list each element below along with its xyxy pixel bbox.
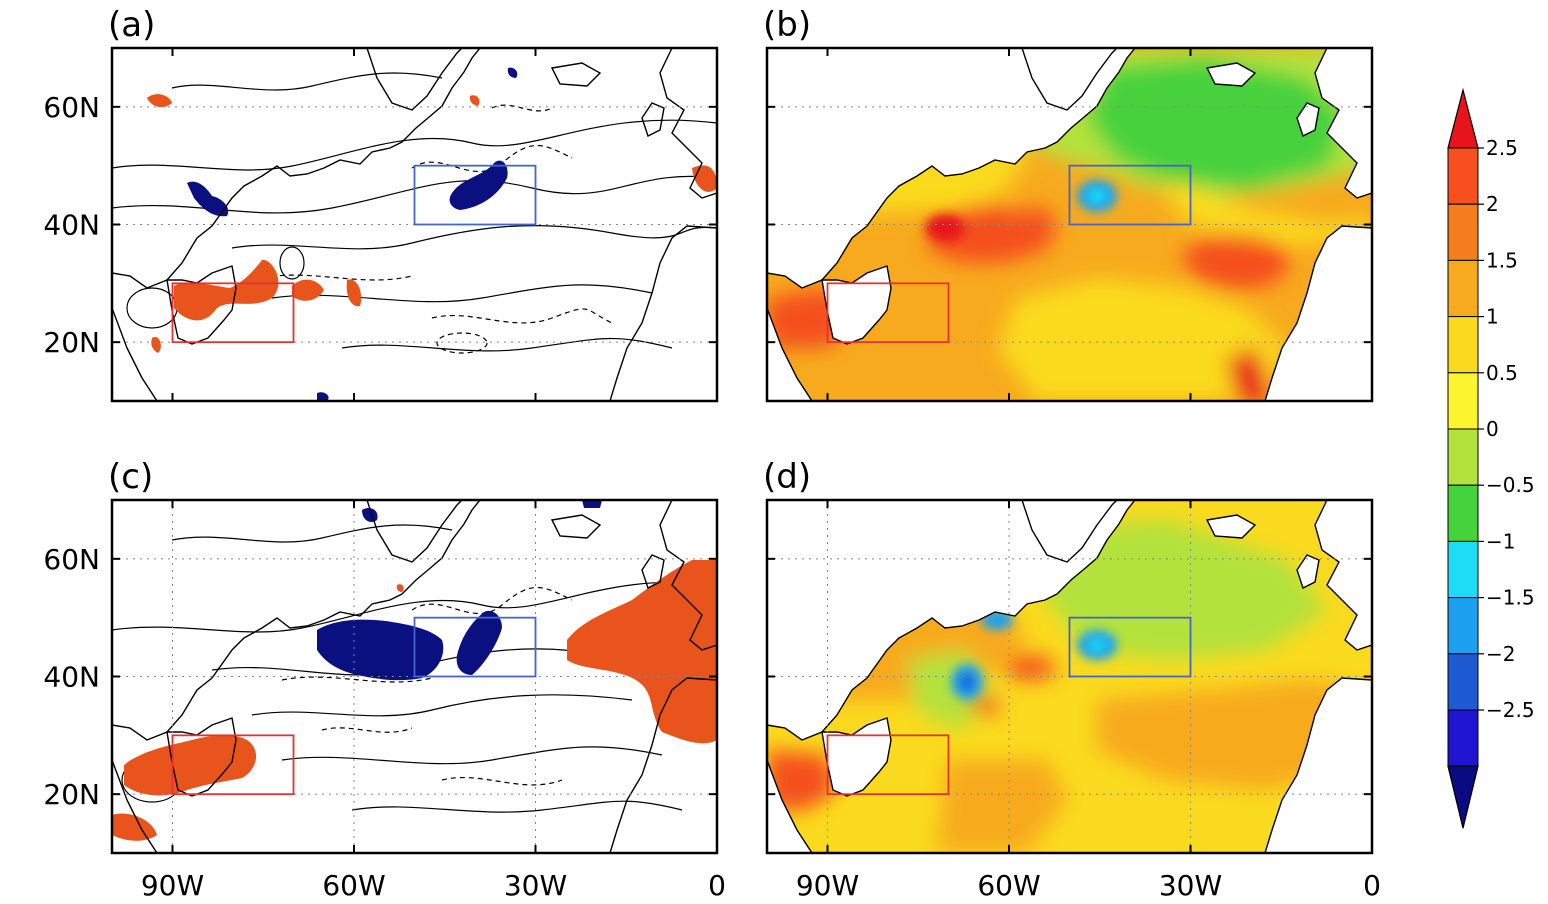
colorbar-swatch — [1447, 428, 1479, 486]
colorbar: 2.5 2 1.5 1 0.5 0 −0.5 −1 −1.5 −2 −2.5 — [1447, 87, 1535, 829]
lat-tick-label: 40N — [43, 661, 100, 694]
colorbar-swatch — [1447, 203, 1479, 261]
north-atlantic-box — [1068, 616, 1192, 678]
colorbar-tick-label: 2 — [1486, 192, 1499, 216]
significant-regions — [147, 67, 717, 401]
colorbar-tick-label: −1.5 — [1486, 586, 1535, 610]
colorbar-tick-label: −1 — [1486, 529, 1515, 553]
colorbar-swatch — [1447, 709, 1479, 767]
lat-tick-label: 20N — [43, 326, 100, 359]
panel-label: (c) — [108, 457, 153, 497]
colorbar-swatch — [1447, 540, 1479, 599]
colorbar-swatch — [1447, 597, 1479, 655]
colorbar-tick-label: −2.5 — [1486, 698, 1535, 722]
gulf-of-mexico-box — [171, 282, 295, 344]
gulf-of-mexico-box — [171, 734, 295, 796]
lat-tick-label: 60N — [43, 543, 100, 576]
colorbar-tick-label: 1 — [1486, 305, 1499, 329]
colorbar-swatch — [1447, 372, 1479, 430]
significant-regions — [112, 500, 717, 841]
lat-tick-label: 20N — [43, 778, 100, 811]
colorbar-swatch — [1447, 147, 1479, 205]
colorbar-arrow-top — [1447, 87, 1479, 149]
colorbar-swatch — [1447, 653, 1479, 711]
colorbar-swatch — [1447, 484, 1479, 542]
lat-tick-label: 40N — [43, 209, 100, 242]
lon-tick-label: 0 — [708, 869, 726, 902]
lon-tick-label: 90W — [141, 869, 204, 902]
panel-label: (b) — [763, 5, 811, 45]
lon-tick-label: 60W — [322, 869, 385, 902]
colorbar-swatch — [1447, 316, 1479, 374]
colorbar-tick-label: 1.5 — [1486, 248, 1518, 272]
colorbar-arrow-bottom — [1447, 765, 1479, 829]
colorbar-tick-label: −0.5 — [1486, 473, 1535, 497]
panel-label: (d) — [763, 457, 811, 497]
colorbar-tick-label: −2 — [1486, 642, 1515, 666]
axis-labels: (a) 60N 40N 20N (b) (c) 60N 40N 20N 90W 60W 30W 0 (d)… — [43, 5, 1380, 902]
north-atlantic-box — [413, 616, 537, 678]
gulf-of-mexico-box — [826, 734, 950, 796]
map-overlays — [110, 46, 1374, 855]
gulf-of-mexico-box — [826, 282, 950, 344]
lon-tick-label: 60W — [977, 869, 1040, 902]
panel-label: (a) — [108, 5, 155, 45]
colorbar-tick-label: 0.5 — [1486, 361, 1518, 385]
lon-tick-label: 90W — [796, 869, 859, 902]
colorbar-tick-label: 2.5 — [1486, 136, 1518, 160]
lon-tick-label: 0 — [1363, 869, 1381, 902]
lon-tick-label: 30W — [504, 869, 567, 902]
lat-tick-label: 60N — [43, 91, 100, 124]
north-atlantic-box — [413, 164, 537, 226]
north-atlantic-box — [1068, 164, 1192, 226]
lon-tick-label: 30W — [1159, 869, 1222, 902]
colorbar-tick-label: 0 — [1486, 417, 1499, 441]
colorbar-swatch — [1447, 259, 1479, 318]
